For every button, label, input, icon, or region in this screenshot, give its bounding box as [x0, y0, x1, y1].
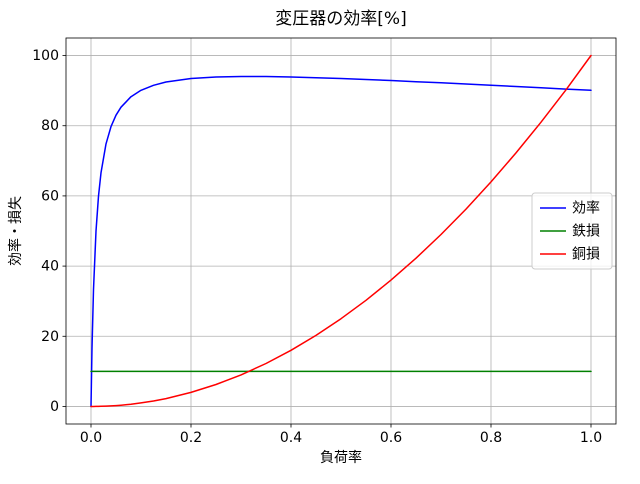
x-axis-label: 負荷率	[320, 449, 362, 466]
legend-label-iron-loss: 鉄損	[572, 224, 600, 240]
axes-spines	[65, 37, 617, 425]
axes-background	[66, 38, 616, 424]
y-tick-label: 20	[41, 329, 59, 345]
y-tick-label: 60	[41, 188, 59, 204]
series-line-copper-loss	[90, 54, 592, 408]
y-tick-label: 100	[32, 48, 59, 64]
legend-label-efficiency: 効率	[572, 200, 600, 217]
legend-box	[531, 192, 613, 270]
y-tick-label: 0	[50, 399, 59, 415]
x-tick-label: 0.4	[280, 430, 302, 446]
x-tick-label: 0.0	[80, 430, 102, 446]
y-tick-label: 40	[41, 259, 59, 275]
legend-label-copper-loss: 銅損	[572, 247, 600, 263]
series-line-efficiency	[90, 75, 592, 408]
x-tick-label: 0.8	[480, 430, 502, 446]
y-axis-label: 効率・損失	[7, 196, 24, 266]
y-tick-label: 80	[41, 118, 59, 134]
x-tick-label: 0.6	[380, 430, 402, 446]
x-tick-label: 0.2	[180, 430, 202, 446]
chart-title: 変圧器の効率[%]	[275, 9, 406, 29]
x-tick-label: 1.0	[580, 430, 602, 446]
